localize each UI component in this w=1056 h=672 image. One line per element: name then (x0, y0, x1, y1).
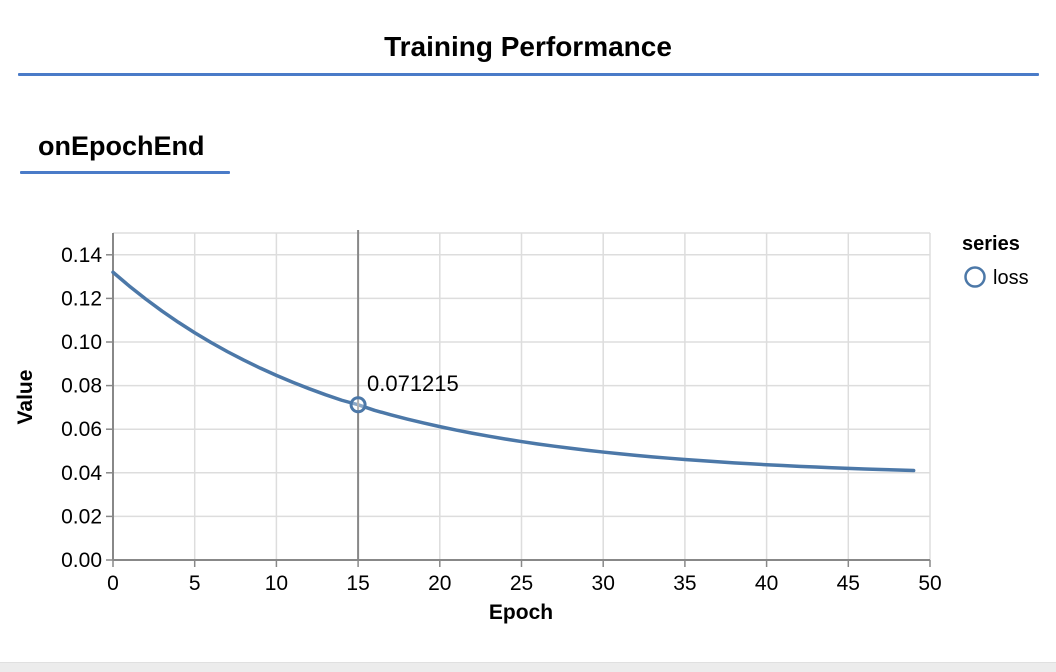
x-tick-label: 20 (428, 572, 451, 595)
x-tick-label: 30 (592, 572, 615, 595)
y-tick-label: 0.10 (61, 331, 102, 354)
x-tick-label: 10 (265, 572, 288, 595)
x-tick-label: 35 (673, 572, 696, 595)
y-axis-title: Value (14, 370, 37, 425)
y-tick-label: 0.14 (61, 244, 102, 267)
loss-line-series (111, 270, 916, 473)
title-divider (18, 73, 1039, 76)
x-tick-label: 50 (918, 572, 941, 595)
page-title: Training Performance (384, 31, 672, 62)
y-tick-label: 0.08 (61, 375, 102, 398)
x-tick-label: 5 (189, 572, 201, 595)
legend-marker-loss-icon (964, 266, 986, 288)
x-tick-label: 25 (510, 572, 533, 595)
x-axis-title: Epoch (489, 601, 553, 624)
section-title: onEpochEnd (38, 131, 205, 161)
loss-chart-svg: 0 5 10 15 20 25 30 35 40 45 50 0.00 0.02 0.04 0.06 0.08… (14, 230, 1029, 624)
tooltip-value: 0.071215 (367, 371, 459, 396)
bottom-panel-edge (0, 662, 1056, 672)
y-tick-label: 0.00 (61, 549, 102, 572)
section-divider (20, 171, 230, 174)
legend-item-loss: loss (993, 267, 1029, 289)
chart-axes (106, 233, 931, 567)
chart-tick-labels: 0 5 10 15 20 25 30 35 40 45 50 0.00 0.02 0.04 0.06 0.08… (61, 244, 942, 595)
x-tick-label: 0 (107, 572, 119, 595)
training-performance-chart: 0 5 10 15 20 25 30 35 40 45 50 0.00 0.02 0.04 0.06 0.08… (0, 210, 1056, 655)
y-tick-label: 0.06 (61, 418, 102, 441)
y-tick-label: 0.12 (61, 287, 102, 310)
y-tick-label: 0.04 (61, 462, 102, 485)
x-tick-label: 45 (837, 572, 860, 595)
x-tick-label: 40 (755, 572, 778, 595)
legend-title: series (962, 233, 1020, 255)
loss-curve (111, 270, 916, 473)
x-tick-label: 15 (346, 572, 369, 595)
hover-indicator (349, 230, 367, 560)
highlighted-point (349, 396, 367, 414)
chart-plot-area[interactable] (113, 233, 930, 560)
legend: series loss (962, 233, 1029, 289)
y-tick-label: 0.02 (61, 505, 102, 528)
